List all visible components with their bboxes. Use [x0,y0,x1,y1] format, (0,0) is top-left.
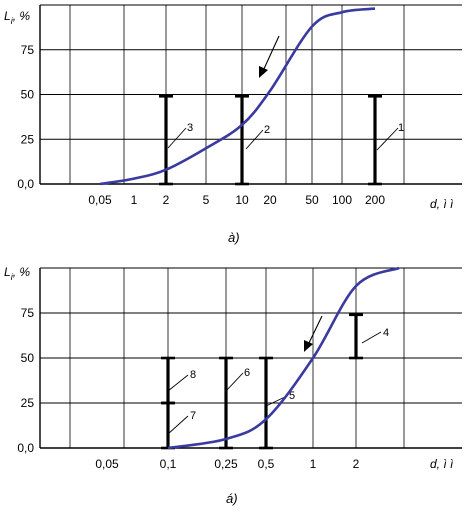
y-axis-label: Li, % [4,265,30,282]
series-curve [167,266,400,450]
x-axis-label: d, ì ì [430,197,453,211]
leader-line [225,372,244,392]
y-tick-label: 50 [21,88,35,102]
x-tick-label: 0,05 [95,457,119,471]
x-tick-label: 0,5 [258,457,275,471]
arrow-shaft [262,35,280,72]
y-tick-label: 0,0 [17,177,34,191]
y-tick-label: 25 [21,396,35,410]
y-tick-label: 75 [21,306,35,320]
x-tick-label: 1 [310,457,317,471]
arrow-head [304,340,313,352]
x-tick-label: 200 [365,193,385,207]
x-ticks: 0,05 0,1 0,25 0,5 1 2 [95,457,359,471]
interval-bar-8: 8 [161,356,196,405]
arrow-head [259,66,268,78]
leader-line [361,331,382,344]
y-tick-label: 50 [21,351,35,365]
y-tick-label: 0,0 [17,441,34,455]
interval-label: 1 [398,122,404,134]
labels: Li, % d, ì ì à) [4,9,453,245]
leader-line [245,129,264,150]
arrow-shaft [307,315,323,346]
interval-bar-6: 6 [219,356,250,450]
x-tick-label: 5 [203,193,210,207]
interval-label: 7 [190,410,196,422]
grid [39,4,462,185]
grid [39,267,462,449]
x-tick-label: 1 [131,193,138,207]
x-tick-label: 0,25 [214,457,238,471]
arrow-annotation [259,35,280,78]
x-tick-label: 50 [305,193,319,207]
interval-label: 5 [289,390,295,402]
x-tick-label: 100 [332,193,352,207]
panel-caption: á) [226,491,238,506]
interval-bars: 8 7 6 5 4 [161,313,389,450]
interval-label: 2 [264,124,270,136]
interval-bar-4: 4 [349,313,389,360]
y-ticks: 0,0 25 50 75 [17,43,34,191]
panel-caption: à) [228,230,240,245]
interval-label: 4 [383,327,389,339]
leader-line [167,127,187,149]
y-axis-label: Li, % [4,9,30,26]
x-tick-label: 0,1 [160,457,177,471]
series-curve [99,7,376,186]
chart-panel-b: 0,0 25 50 75 0,05 0,1 0,25 0,5 1 2 8 7 6 5 4 Li, % d… [4,265,462,506]
interval-bar-1: 1 [368,94,404,186]
x-axis-label: d, ì ì [430,457,453,471]
leader-line [167,415,189,435]
x-tick-label: 2 [163,193,170,207]
y-ticks: 0,0 25 50 75 [17,306,34,455]
arrow-annotation [304,315,323,352]
interval-label: 8 [190,369,196,381]
x-tick-label: 20 [263,193,277,207]
labels: Li, % d, ì ì á) [4,265,453,506]
interval-bar-7: 7 [161,401,196,450]
interval-bars: 3 2 1 [159,94,404,186]
x-ticks: 0,05 1 2 5 10 20 50 100 200 [88,193,385,207]
interval-bar-2: 2 [235,94,270,186]
interval-label: 3 [187,122,193,134]
x-tick-label: 0,05 [88,193,112,207]
y-tick-label: 75 [21,43,35,57]
interval-label: 6 [244,367,250,379]
leader-line [376,127,399,151]
y-tick-label: 25 [21,132,35,146]
x-tick-label: 2 [353,457,360,471]
x-tick-label: 10 [235,193,249,207]
leader-line [167,374,189,392]
